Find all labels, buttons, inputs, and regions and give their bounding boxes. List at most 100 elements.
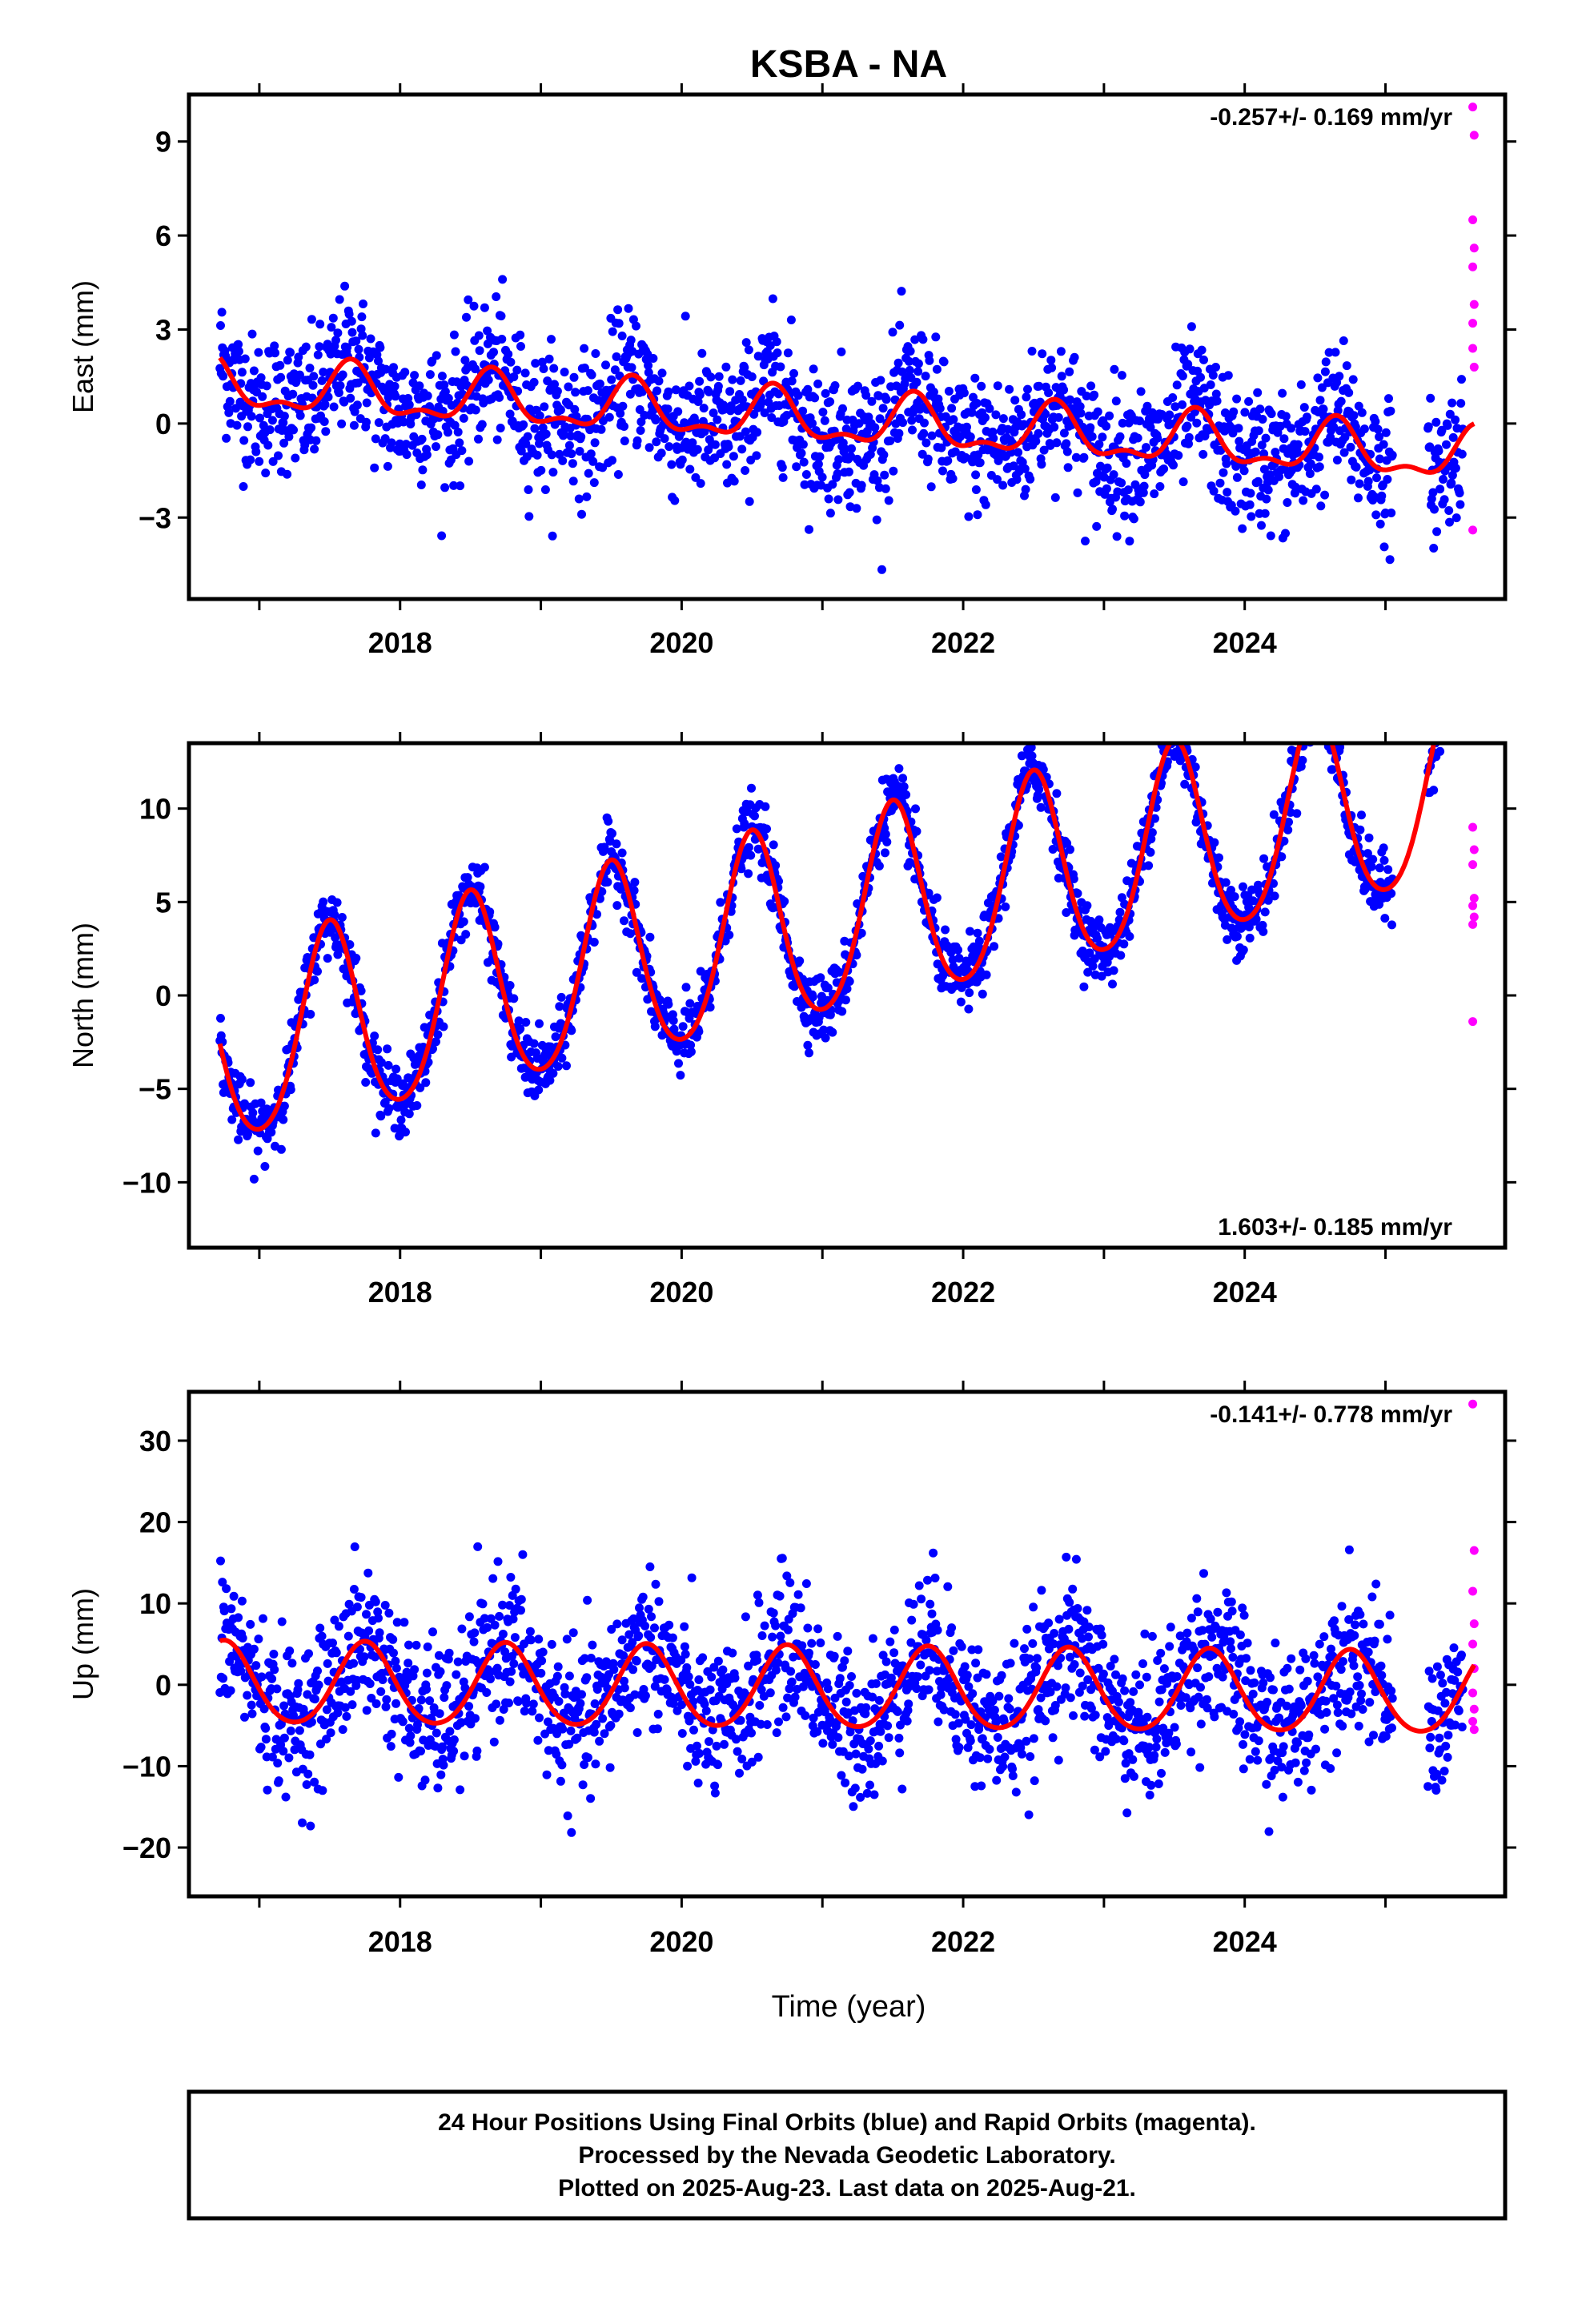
data-point	[475, 346, 484, 356]
data-point	[258, 392, 267, 401]
data-point	[1050, 422, 1059, 432]
data-point	[693, 397, 703, 406]
data-point	[913, 367, 923, 376]
data-point	[1387, 889, 1396, 899]
y-tick-label: 9	[155, 126, 171, 159]
data-point	[350, 1542, 359, 1551]
data-point	[457, 446, 467, 456]
data-point	[331, 1648, 341, 1658]
data-point	[1125, 931, 1134, 941]
data-point	[1174, 451, 1183, 460]
data-point	[803, 1623, 813, 1633]
data-point	[586, 449, 596, 459]
data-point	[630, 1690, 640, 1699]
data-point	[747, 1728, 756, 1738]
data-point	[1258, 415, 1267, 424]
data-point	[834, 455, 844, 464]
data-point	[1062, 439, 1071, 448]
data-point	[1446, 696, 1455, 705]
data-point	[1117, 478, 1126, 488]
data-point	[439, 1760, 448, 1770]
data-point	[713, 1656, 723, 1666]
data-point	[303, 1769, 313, 1779]
data-point	[841, 1697, 851, 1707]
data-point	[682, 1663, 692, 1672]
data-point	[1323, 717, 1331, 726]
data-point	[440, 387, 450, 396]
data-point	[364, 1626, 374, 1635]
data-point	[366, 334, 375, 344]
data-point	[1381, 428, 1391, 437]
data-point	[552, 1671, 562, 1681]
data-point	[422, 1685, 432, 1694]
data-point	[1094, 915, 1104, 925]
data-point	[514, 1016, 524, 1026]
data-point	[1229, 407, 1239, 416]
data-point	[921, 372, 930, 381]
data-point	[610, 365, 620, 375]
data-point	[845, 488, 854, 497]
data-point	[705, 1737, 713, 1747]
data-point	[276, 372, 286, 382]
data-point	[744, 869, 753, 879]
y-tick-label: 0	[155, 979, 171, 1012]
data-point	[608, 829, 616, 838]
data-point	[464, 295, 473, 304]
data-point	[707, 1672, 717, 1682]
data-point	[1319, 689, 1328, 698]
data-point	[1453, 673, 1462, 682]
data-point	[371, 434, 380, 444]
data-point	[314, 1680, 323, 1690]
data-point	[437, 372, 447, 381]
data-point	[234, 347, 243, 356]
data-point	[548, 531, 557, 541]
data-point	[713, 415, 722, 424]
data-point	[685, 999, 695, 1008]
data-point	[684, 1672, 693, 1682]
data-point	[613, 305, 623, 315]
data-point	[520, 368, 530, 378]
rapid-point	[1468, 901, 1478, 911]
data-point	[473, 1542, 483, 1551]
data-point	[1443, 706, 1452, 715]
data-point	[1323, 731, 1331, 740]
data-point	[1111, 396, 1121, 406]
data-point	[1245, 933, 1255, 943]
data-point	[237, 1075, 247, 1084]
data-point	[1062, 447, 1072, 456]
data-point	[381, 364, 391, 374]
data-point	[825, 509, 835, 518]
data-point	[405, 1738, 415, 1747]
data-point	[1208, 371, 1218, 380]
data-point	[1339, 336, 1348, 345]
data-point	[307, 423, 316, 432]
data-point	[664, 387, 673, 396]
data-point	[699, 404, 709, 413]
data-point	[654, 376, 664, 386]
data-point	[1354, 401, 1363, 411]
data-point	[867, 396, 877, 406]
data-point	[660, 434, 669, 444]
data-point	[786, 316, 796, 324]
data-point	[310, 1695, 319, 1704]
data-point	[852, 504, 861, 513]
data-point	[433, 1030, 443, 1039]
data-point	[663, 404, 673, 414]
data-point	[344, 309, 354, 319]
data-point	[1426, 393, 1435, 403]
data-point	[351, 954, 361, 963]
data-point	[315, 320, 325, 329]
data-point	[460, 356, 470, 365]
data-point	[750, 811, 759, 821]
data-point	[256, 1743, 266, 1752]
data-point	[1037, 460, 1046, 469]
data-point	[432, 1037, 440, 1047]
data-point	[626, 336, 636, 345]
data-point	[912, 826, 921, 836]
data-point	[592, 1719, 601, 1729]
data-point	[1059, 428, 1069, 438]
data-point	[821, 1033, 830, 1043]
data-point	[226, 1686, 235, 1695]
data-point	[879, 450, 889, 460]
